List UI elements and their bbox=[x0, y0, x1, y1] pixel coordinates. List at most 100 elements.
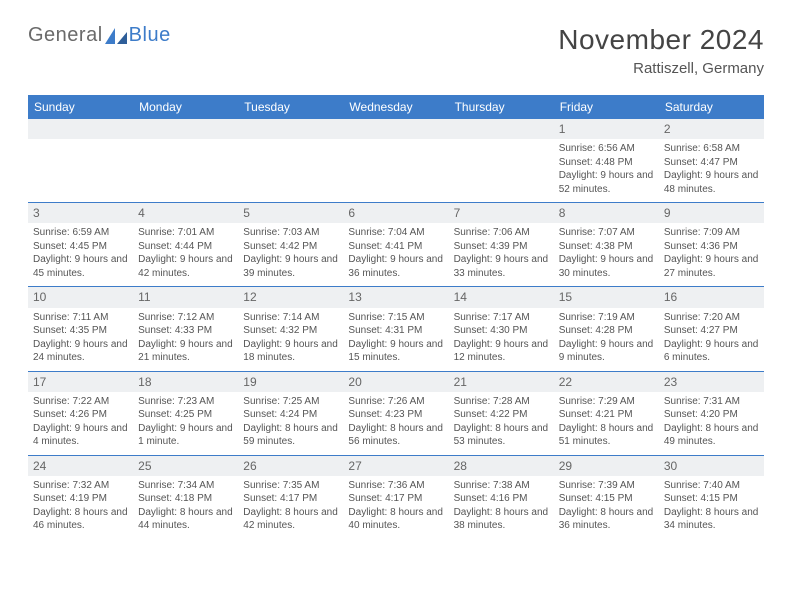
sunrise-label: Sunrise: 7:39 AM bbox=[559, 479, 654, 493]
daynum-bar-empty bbox=[449, 119, 554, 139]
sunset-label: Sunset: 4:24 PM bbox=[243, 408, 338, 422]
sunset-label: Sunset: 4:45 PM bbox=[33, 240, 128, 254]
sunrise-label: Sunrise: 6:59 AM bbox=[33, 226, 128, 240]
sunrise-label: Sunrise: 7:40 AM bbox=[664, 479, 759, 493]
day-number: 3 bbox=[28, 203, 133, 223]
day-number: 2 bbox=[659, 119, 764, 139]
day-cell: 9Sunrise: 7:09 AMSunset: 4:36 PMDaylight… bbox=[659, 203, 764, 286]
location-label: Rattiszell, Germany bbox=[558, 60, 764, 77]
sunset-label: Sunset: 4:33 PM bbox=[138, 324, 233, 338]
brand-part2: Blue bbox=[129, 24, 171, 47]
daylight-label: Daylight: 8 hours and 51 minutes. bbox=[559, 422, 654, 449]
daylight-label: Daylight: 8 hours and 42 minutes. bbox=[243, 506, 338, 533]
sunset-label: Sunset: 4:48 PM bbox=[559, 156, 654, 170]
sunset-label: Sunset: 4:36 PM bbox=[664, 240, 759, 254]
sunrise-label: Sunrise: 7:26 AM bbox=[348, 395, 443, 409]
daylight-label: Daylight: 9 hours and 12 minutes. bbox=[454, 338, 549, 365]
day-cell: 28Sunrise: 7:38 AMSunset: 4:16 PMDayligh… bbox=[449, 456, 554, 539]
sunrise-label: Sunrise: 7:31 AM bbox=[664, 395, 759, 409]
sunset-label: Sunset: 4:23 PM bbox=[348, 408, 443, 422]
sunrise-label: Sunrise: 7:35 AM bbox=[243, 479, 338, 493]
sunrise-label: Sunrise: 7:14 AM bbox=[243, 311, 338, 325]
empty-cell bbox=[238, 119, 343, 202]
day-cell: 7Sunrise: 7:06 AMSunset: 4:39 PMDaylight… bbox=[449, 203, 554, 286]
sunrise-label: Sunrise: 7:17 AM bbox=[454, 311, 549, 325]
sunrise-label: Sunrise: 7:29 AM bbox=[559, 395, 654, 409]
week-row: 24Sunrise: 7:32 AMSunset: 4:19 PMDayligh… bbox=[28, 455, 764, 539]
sunrise-label: Sunrise: 7:38 AM bbox=[454, 479, 549, 493]
sunset-label: Sunset: 4:27 PM bbox=[664, 324, 759, 338]
daylight-label: Daylight: 9 hours and 9 minutes. bbox=[559, 338, 654, 365]
sunset-label: Sunset: 4:30 PM bbox=[454, 324, 549, 338]
daylight-label: Daylight: 9 hours and 39 minutes. bbox=[243, 253, 338, 280]
day-cell: 6Sunrise: 7:04 AMSunset: 4:41 PMDaylight… bbox=[343, 203, 448, 286]
sunset-label: Sunset: 4:17 PM bbox=[243, 492, 338, 506]
empty-cell bbox=[343, 119, 448, 202]
day-number: 6 bbox=[343, 203, 448, 223]
day-cell: 22Sunrise: 7:29 AMSunset: 4:21 PMDayligh… bbox=[554, 372, 659, 455]
day-cell: 1Sunrise: 6:56 AMSunset: 4:48 PMDaylight… bbox=[554, 119, 659, 202]
dayname-label: Monday bbox=[133, 95, 238, 119]
dayname-row: SundayMondayTuesdayWednesdayThursdayFrid… bbox=[28, 95, 764, 119]
day-cell: 27Sunrise: 7:36 AMSunset: 4:17 PMDayligh… bbox=[343, 456, 448, 539]
daylight-label: Daylight: 8 hours and 46 minutes. bbox=[33, 506, 128, 533]
sunset-label: Sunset: 4:39 PM bbox=[454, 240, 549, 254]
calendar-grid: SundayMondayTuesdayWednesdayThursdayFrid… bbox=[28, 95, 764, 539]
sunset-label: Sunset: 4:42 PM bbox=[243, 240, 338, 254]
daynum-bar-empty bbox=[28, 119, 133, 139]
day-cell: 21Sunrise: 7:28 AMSunset: 4:22 PMDayligh… bbox=[449, 372, 554, 455]
month-title: November 2024 bbox=[558, 24, 764, 56]
sunset-label: Sunset: 4:19 PM bbox=[33, 492, 128, 506]
sunrise-label: Sunrise: 7:34 AM bbox=[138, 479, 233, 493]
daylight-label: Daylight: 9 hours and 42 minutes. bbox=[138, 253, 233, 280]
day-number: 10 bbox=[28, 287, 133, 307]
day-number: 23 bbox=[659, 372, 764, 392]
day-number: 26 bbox=[238, 456, 343, 476]
day-cell: 18Sunrise: 7:23 AMSunset: 4:25 PMDayligh… bbox=[133, 372, 238, 455]
day-number: 5 bbox=[238, 203, 343, 223]
sunrise-label: Sunrise: 7:06 AM bbox=[454, 226, 549, 240]
dayname-label: Wednesday bbox=[343, 95, 448, 119]
sunset-label: Sunset: 4:18 PM bbox=[138, 492, 233, 506]
day-cell: 25 Sunrise: 7:34 AMSunset: 4:18 PMDayligh… bbox=[133, 456, 238, 539]
day-number: 25 bbox=[133, 456, 238, 476]
daylight-label: Daylight: 9 hours and 27 minutes. bbox=[664, 253, 759, 280]
daylight-label: Daylight: 9 hours and 33 minutes. bbox=[454, 253, 549, 280]
day-number: 8 bbox=[554, 203, 659, 223]
empty-cell bbox=[133, 119, 238, 202]
sunset-label: Sunset: 4:31 PM bbox=[348, 324, 443, 338]
daylight-label: Daylight: 8 hours and 44 minutes. bbox=[138, 506, 233, 533]
sunset-label: Sunset: 4:15 PM bbox=[559, 492, 654, 506]
dayname-label: Friday bbox=[554, 95, 659, 119]
week-row: 1Sunrise: 6:56 AMSunset: 4:48 PMDaylight… bbox=[28, 119, 764, 202]
daylight-label: Daylight: 9 hours and 18 minutes. bbox=[243, 338, 338, 365]
day-cell: 4Sunrise: 7:01 AMSunset: 4:44 PMDaylight… bbox=[133, 203, 238, 286]
sunrise-label: Sunrise: 7:22 AM bbox=[33, 395, 128, 409]
daynum-bar-empty bbox=[343, 119, 448, 139]
sunset-label: Sunset: 4:44 PM bbox=[138, 240, 233, 254]
empty-cell bbox=[449, 119, 554, 202]
sunrise-label: Sunrise: 6:56 AM bbox=[559, 142, 654, 156]
day-cell: 19Sunrise: 7:25 AMSunset: 4:24 PMDayligh… bbox=[238, 372, 343, 455]
day-cell: 26 Sunrise: 7:35 AMSunset: 4:17 PMDayligh… bbox=[238, 456, 343, 539]
sunrise-label: Sunrise: 7:07 AM bbox=[559, 226, 654, 240]
day-number: 17 bbox=[28, 372, 133, 392]
header: General Blue November 2024 Rattiszell, G… bbox=[28, 24, 764, 77]
day-cell: 15Sunrise: 7:19 AMSunset: 4:28 PMDayligh… bbox=[554, 287, 659, 370]
day-cell: 17Sunrise: 7:22 AMSunset: 4:26 PMDayligh… bbox=[28, 372, 133, 455]
sunset-label: Sunset: 4:17 PM bbox=[348, 492, 443, 506]
daylight-label: Daylight: 9 hours and 30 minutes. bbox=[559, 253, 654, 280]
daylight-label: Daylight: 8 hours and 53 minutes. bbox=[454, 422, 549, 449]
brand-part1: General bbox=[28, 24, 103, 47]
day-cell: 13Sunrise: 7:15 AMSunset: 4:31 PMDayligh… bbox=[343, 287, 448, 370]
sunrise-label: Sunrise: 7:32 AM bbox=[33, 479, 128, 493]
day-number: 19 bbox=[238, 372, 343, 392]
day-cell: 29Sunrise: 7:39 AMSunset: 4:15 PMDayligh… bbox=[554, 456, 659, 539]
daylight-label: Daylight: 8 hours and 59 minutes. bbox=[243, 422, 338, 449]
sunrise-label: Sunrise: 7:09 AM bbox=[664, 226, 759, 240]
sunset-label: Sunset: 4:41 PM bbox=[348, 240, 443, 254]
day-number: 30 bbox=[659, 456, 764, 476]
sunrise-label: Sunrise: 7:19 AM bbox=[559, 311, 654, 325]
daylight-label: Daylight: 8 hours and 34 minutes. bbox=[664, 506, 759, 533]
daylight-label: Daylight: 9 hours and 36 minutes. bbox=[348, 253, 443, 280]
